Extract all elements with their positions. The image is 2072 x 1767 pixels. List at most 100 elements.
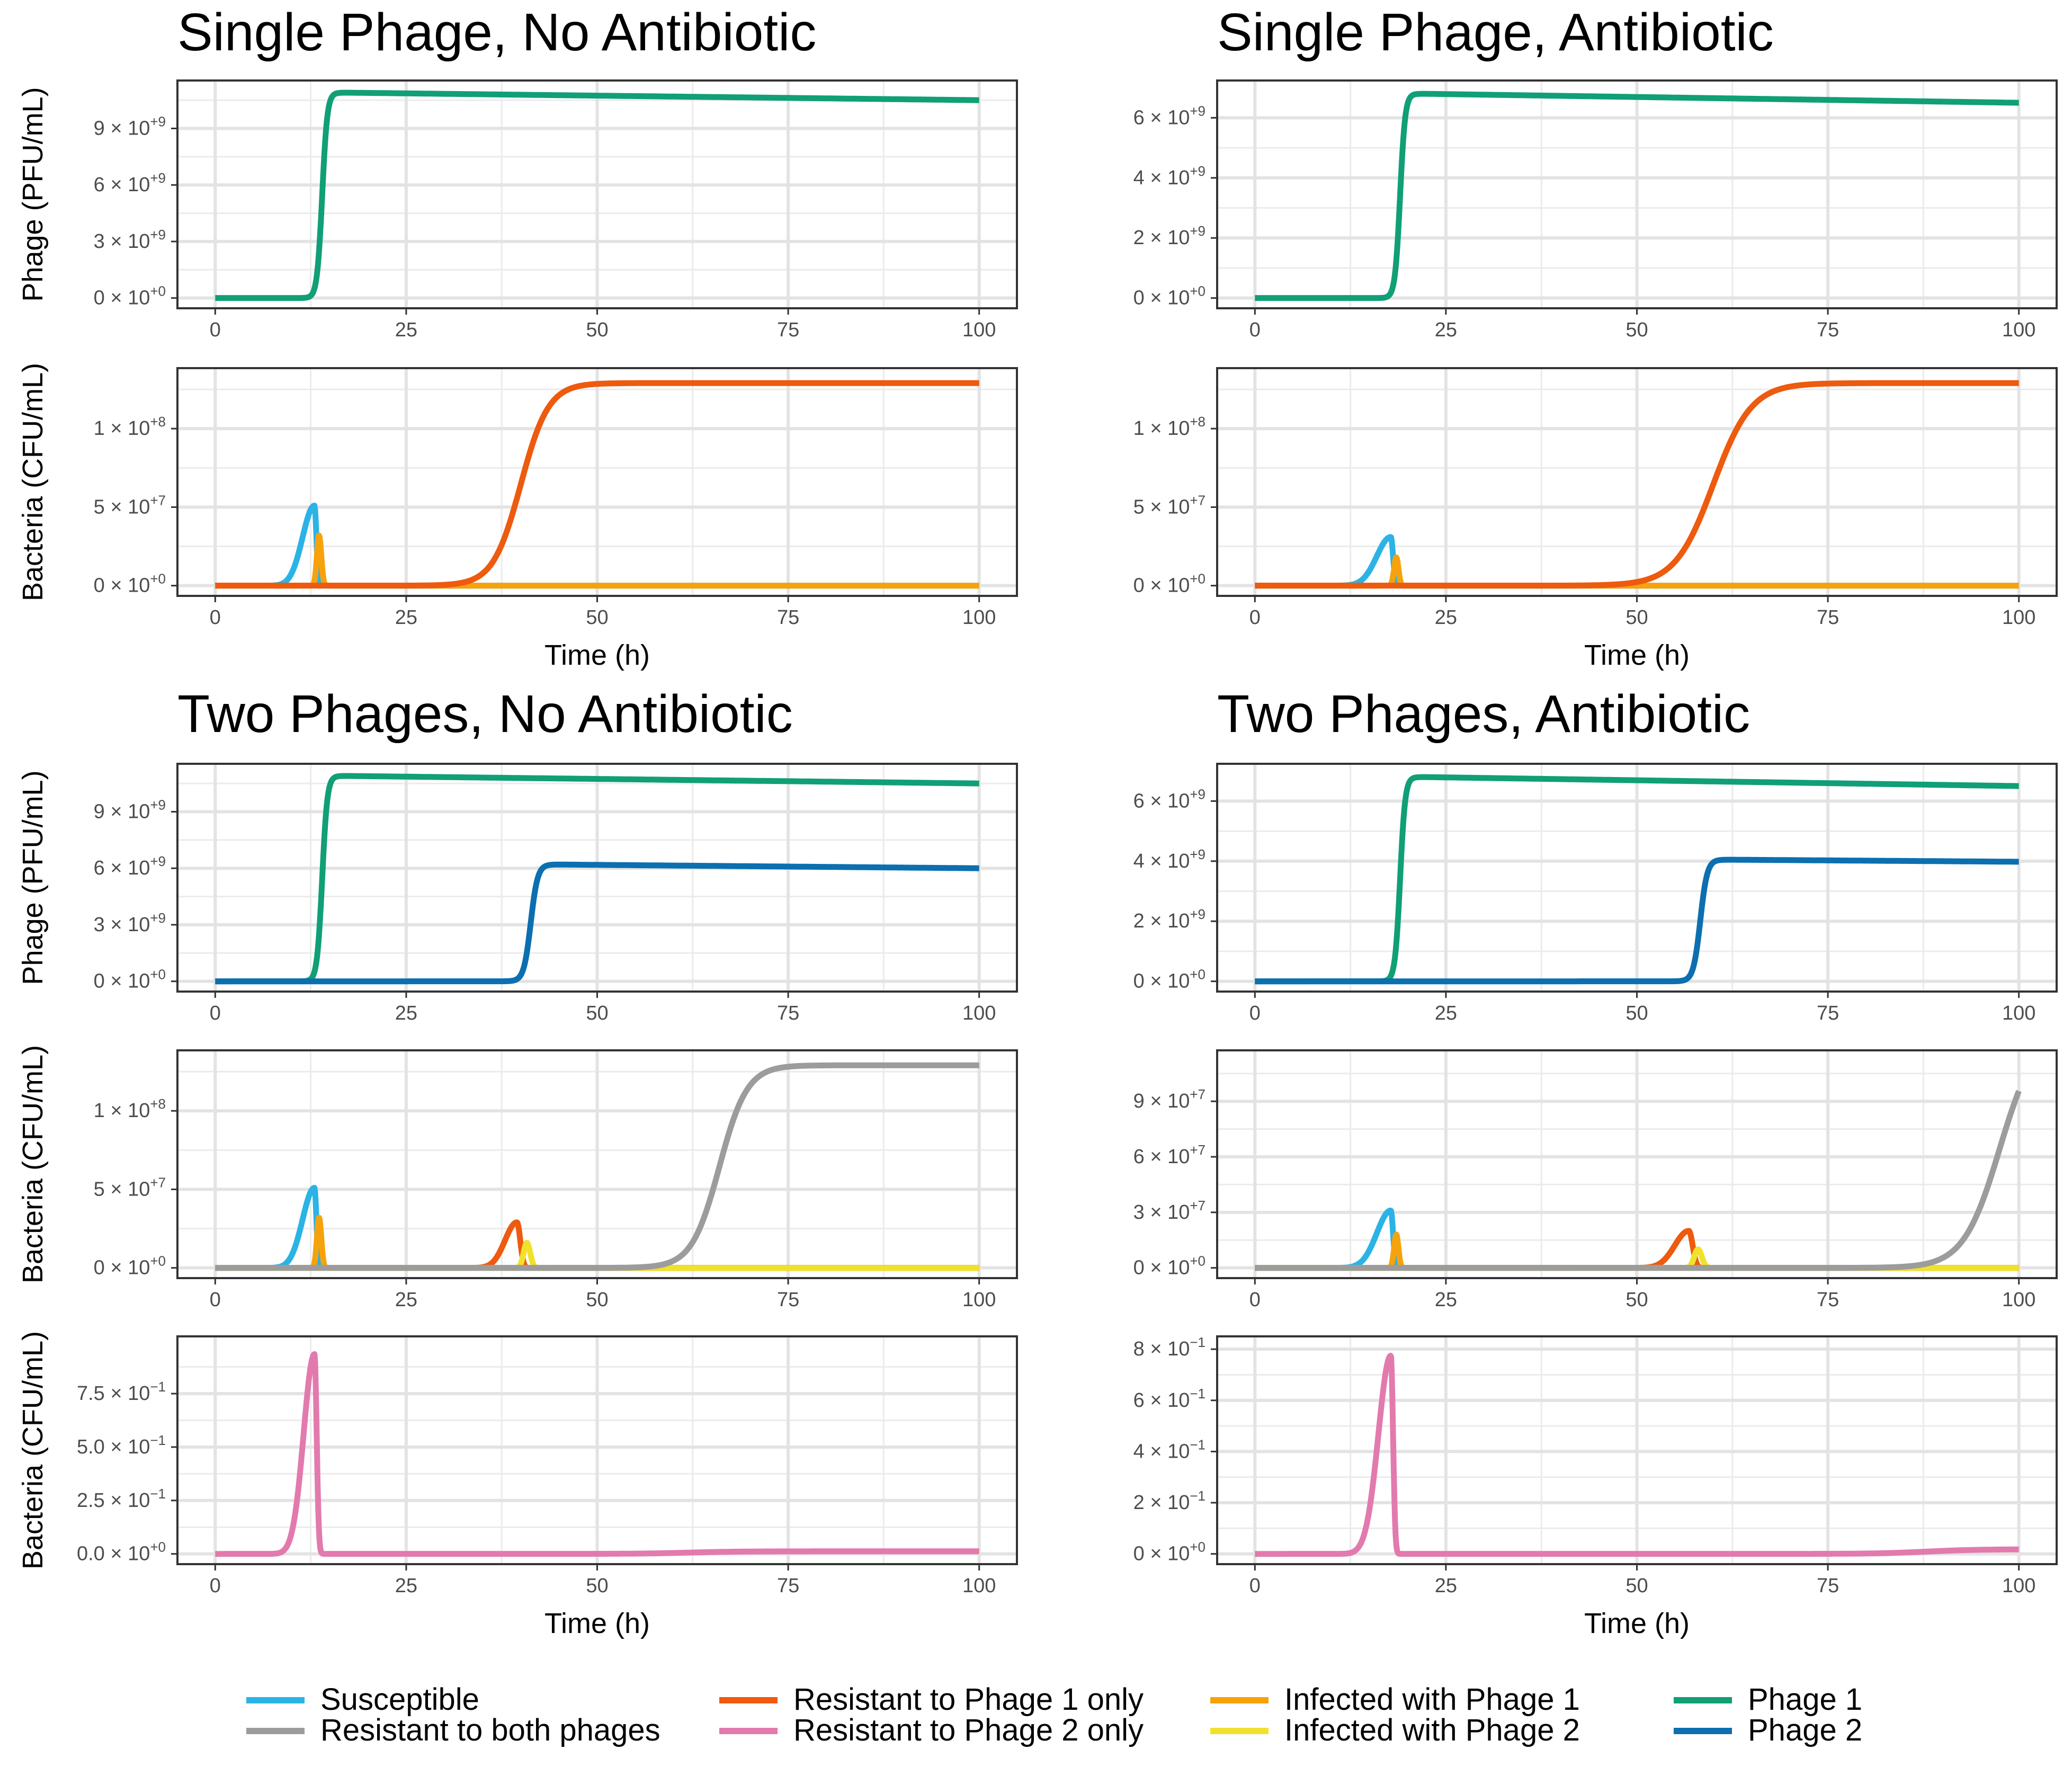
y-tick-exponent: +7	[1190, 1142, 1205, 1158]
series-line-phage-1	[213, 90, 981, 301]
series-line-resistant-to-both-phages	[1253, 1090, 2022, 1271]
y-tick-exponent: +0	[150, 571, 166, 587]
y-tick-mantissa: 8 × 10	[1133, 1338, 1190, 1360]
series-lines	[1253, 380, 2021, 589]
x-tick-label: 50	[1626, 1002, 1648, 1024]
x-tick-label: 25	[395, 319, 417, 341]
y-tick-label: 2 × 10−1	[1133, 1488, 1205, 1514]
y-tick-mantissa: 5 × 10	[94, 496, 150, 518]
chart-title: Two Phages, Antibiotic	[1217, 684, 1750, 744]
y-tick-label: 6 × 10−1	[1133, 1386, 1205, 1412]
y-tick-exponent: +0	[150, 283, 166, 299]
y-tick-label: 0 × 10+0	[1133, 1539, 1205, 1565]
legend-item-phage-1: Phage 1	[1674, 1682, 1862, 1717]
y-axis-label: Bacteria (CFU/mL)	[17, 1331, 49, 1569]
x-tick-label: 25	[1435, 1575, 1457, 1597]
y-tick-label: 0 × 10+0	[94, 571, 166, 597]
y-tick-mantissa: 4 × 10	[1133, 1440, 1190, 1462]
x-tick-label: 0	[210, 1575, 221, 1597]
x-tick-label: 100	[962, 1289, 996, 1311]
y-tick-exponent: +7	[1190, 1198, 1205, 1213]
y-tick-mantissa: 1 × 10	[94, 417, 150, 440]
x-tick-label: 100	[962, 319, 996, 341]
legend-label: Infected with Phage 1	[1284, 1682, 1580, 1717]
panel-border	[1216, 79, 2058, 309]
legend-label: Phage 1	[1748, 1682, 1862, 1717]
y-tick-label: 3 × 10+7	[1133, 1198, 1205, 1224]
y-tick-exponent: +0	[1190, 1253, 1205, 1269]
y-tick-exponent: +0	[1190, 283, 1205, 299]
y-tick-exponent: +0	[150, 1253, 166, 1269]
x-tick-label: 100	[2002, 319, 2035, 341]
series-lines	[1253, 91, 2021, 301]
legend-item-resistant-to-phage-1-only: Resistant to Phage 1 only	[719, 1682, 1144, 1717]
y-tick-exponent: +9	[150, 853, 166, 869]
y-tick-mantissa: 5.0 × 10	[77, 1436, 150, 1458]
x-tick-label: 75	[1817, 1289, 1839, 1311]
panel-border	[176, 763, 1018, 993]
y-tick-exponent: +9	[1190, 906, 1205, 922]
x-tick-label: 75	[777, 606, 799, 629]
y-tick-exponent: −1	[150, 1379, 166, 1395]
chart-panels: Single Phage, No Antibiotic 0 25 50 75 100 0 ×…	[17, 3, 2058, 1639]
x-tick-label: 100	[2002, 1002, 2035, 1024]
y-tick-label: 1 × 10+8	[1133, 414, 1205, 440]
y-tick-mantissa: 2 × 10	[1133, 910, 1190, 932]
x-tick-label: 0	[210, 1002, 221, 1024]
y-tick-mantissa: 3 × 10	[94, 230, 150, 253]
legend-label: Resistant to Phage 1 only	[793, 1682, 1144, 1717]
x-tick-label: 50	[586, 319, 608, 341]
y-tick-label: 0.0 × 10+0	[77, 1539, 166, 1565]
y-tick-mantissa: 9 × 10	[94, 800, 150, 823]
x-tick-label: 0	[1249, 1575, 1261, 1597]
y-tick-label: 6 × 10+9	[94, 853, 166, 879]
y-tick-exponent: +0	[150, 1539, 166, 1555]
y-tick-mantissa: 2 × 10	[1133, 1492, 1190, 1514]
y-tick-exponent: +7	[1190, 492, 1205, 508]
panel-border	[1216, 367, 2058, 597]
y-tick-mantissa: 6 × 10	[1133, 106, 1190, 129]
x-tick-label: 100	[962, 1575, 996, 1597]
x-tick-label: 75	[1817, 1575, 1839, 1597]
x-tick-label: 100	[2002, 1289, 2035, 1311]
y-tick-exponent: +0	[1190, 967, 1205, 983]
panel-2: 0 25 50 75 100 0 × 10+0 5 × 10+7 1 × 10+8 Bacter…	[17, 1045, 1018, 1311]
y-tick-mantissa: 6 × 10	[1133, 1389, 1190, 1412]
y-axis-label: Bacteria (CFU/mL)	[17, 1045, 49, 1283]
y-tick-mantissa: 4 × 10	[1133, 850, 1190, 872]
y-tick-mantissa: 0 × 10	[94, 287, 150, 309]
y-tick-mantissa: 1 × 10	[1133, 417, 1190, 440]
y-tick-exponent: +9	[150, 227, 166, 243]
y-tick-exponent: −1	[150, 1486, 166, 1502]
legend-item-infected-with-phage-2: Infected with Phage 2	[1210, 1713, 1580, 1747]
y-tick-label: 8 × 10−1	[1133, 1334, 1205, 1360]
y-tick-label: 5.0 × 10−1	[77, 1432, 166, 1458]
y-tick-mantissa: 1 × 10	[94, 1100, 150, 1122]
series-lines	[213, 90, 981, 301]
legend-label: Susceptible	[320, 1682, 479, 1717]
series-lines	[1253, 1352, 2021, 1557]
x-tick-label: 25	[1435, 319, 1457, 341]
x-tick-label: 100	[962, 1002, 996, 1024]
x-tick-label: 25	[395, 1289, 417, 1311]
x-tick-label: 75	[777, 1575, 799, 1597]
y-tick-label: 1 × 10+8	[94, 414, 166, 440]
series-line-resistant-to-phage-1-only	[213, 380, 981, 589]
legend-label: Resistant to both phages	[320, 1713, 660, 1747]
legend-label: Infected with Phage 2	[1284, 1713, 1580, 1747]
y-tick-label: 9 × 10+9	[94, 113, 166, 139]
x-axis-label: Time (h)	[1584, 1608, 1690, 1639]
panel-border	[176, 1335, 1018, 1565]
y-tick-exponent: −1	[1190, 1436, 1205, 1452]
y-tick-exponent: +9	[1190, 786, 1205, 802]
y-tick-mantissa: 0 × 10	[94, 970, 150, 993]
series-lines	[213, 773, 981, 985]
x-tick-label: 50	[586, 606, 608, 629]
chart-two-phages-no-antibiotic: Two Phages, No Antibiotic 0 25 50 75 100 0 × 1…	[17, 684, 1018, 1639]
y-tick-exponent: +9	[150, 910, 166, 926]
y-tick-exponent: +9	[1190, 163, 1205, 179]
